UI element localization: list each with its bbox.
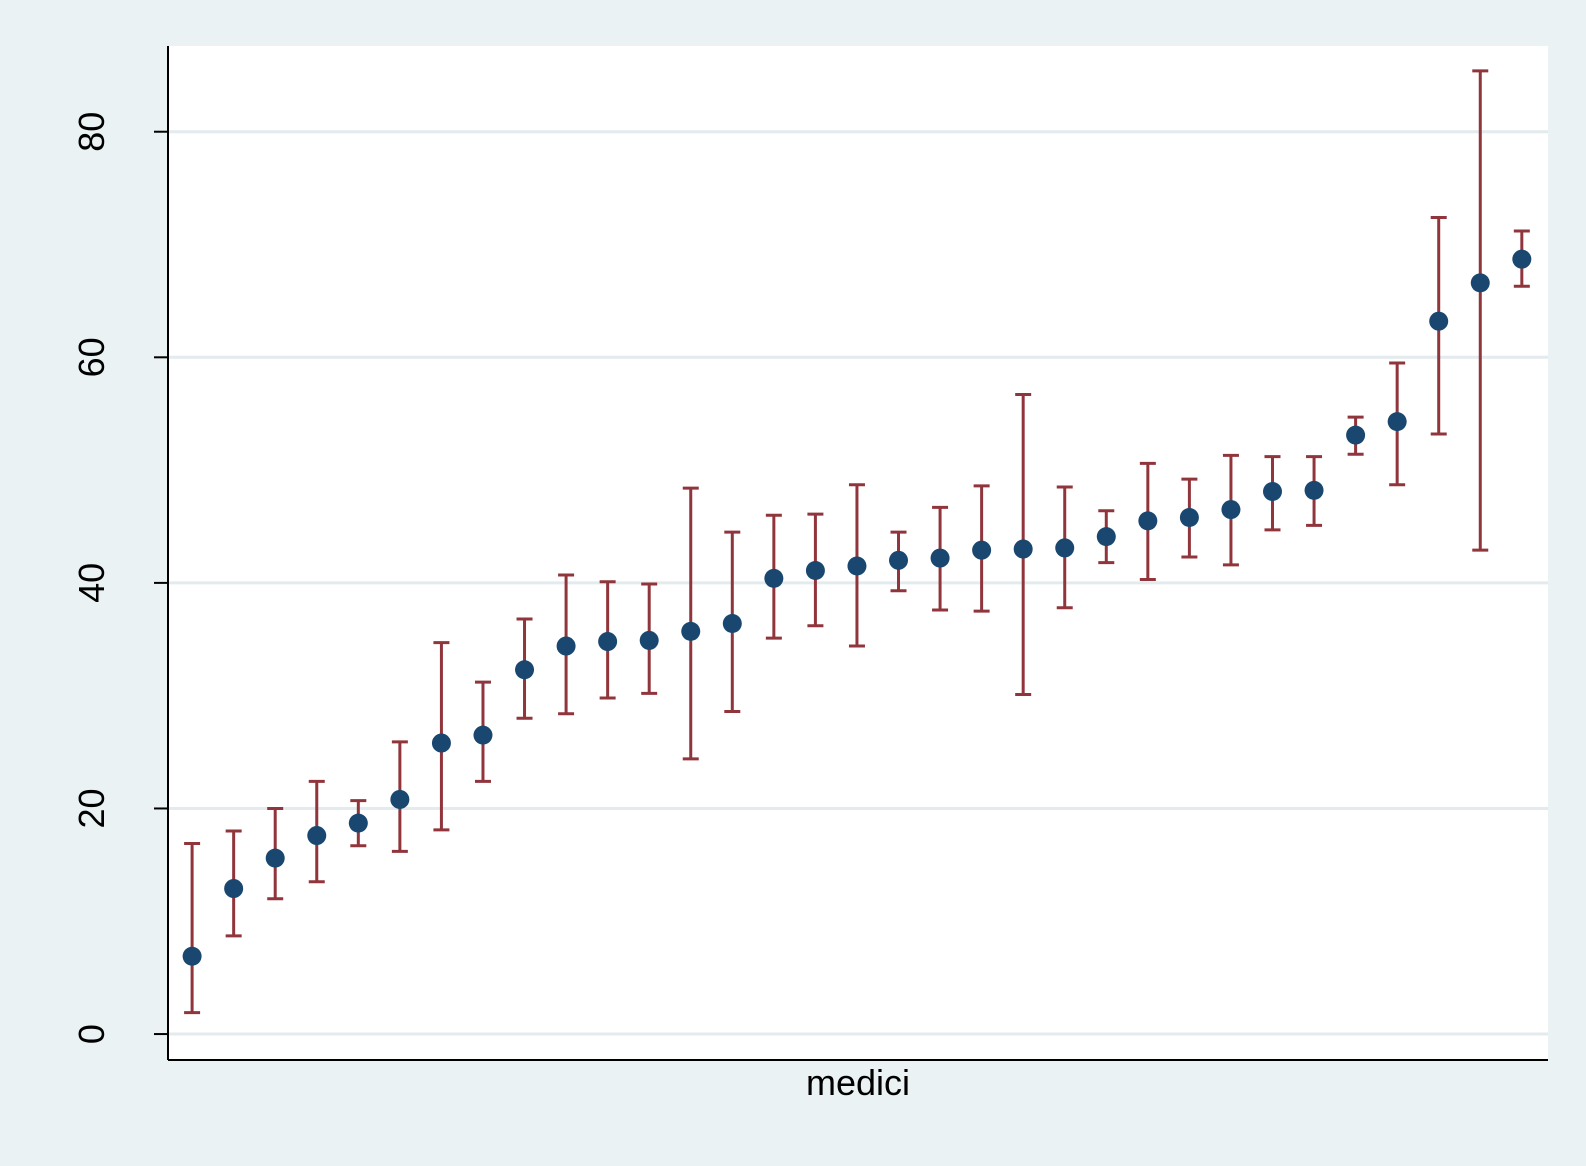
point (1179, 507, 1199, 527)
point (1512, 249, 1532, 269)
point (1346, 425, 1366, 445)
point (1096, 527, 1116, 547)
point (930, 548, 950, 568)
y-tick-label: 0 (71, 1024, 112, 1044)
point (681, 621, 701, 641)
point (473, 725, 493, 745)
point (805, 560, 825, 580)
point (639, 630, 659, 650)
point (1221, 500, 1241, 520)
point (1262, 482, 1282, 502)
point (265, 848, 285, 868)
point (764, 568, 784, 588)
point (972, 540, 992, 560)
point (722, 613, 742, 633)
y-tick-label: 80 (71, 112, 112, 152)
point (1055, 538, 1075, 558)
point (598, 632, 618, 652)
point (224, 879, 244, 899)
y-tick-label: 60 (71, 337, 112, 377)
y-tick-label: 20 (71, 788, 112, 828)
x-axis-label: medici (806, 1062, 910, 1103)
point (1387, 412, 1407, 432)
point (889, 550, 909, 570)
point (1429, 311, 1449, 331)
point (515, 660, 535, 680)
point (847, 556, 867, 576)
point (182, 946, 202, 966)
point (1304, 480, 1324, 500)
point (1470, 273, 1490, 293)
point (390, 789, 410, 809)
point (348, 813, 368, 833)
point (556, 636, 576, 656)
point (307, 826, 327, 846)
point (1138, 511, 1158, 531)
y-tick-label: 40 (71, 563, 112, 603)
point (1013, 539, 1033, 559)
point (431, 733, 451, 753)
